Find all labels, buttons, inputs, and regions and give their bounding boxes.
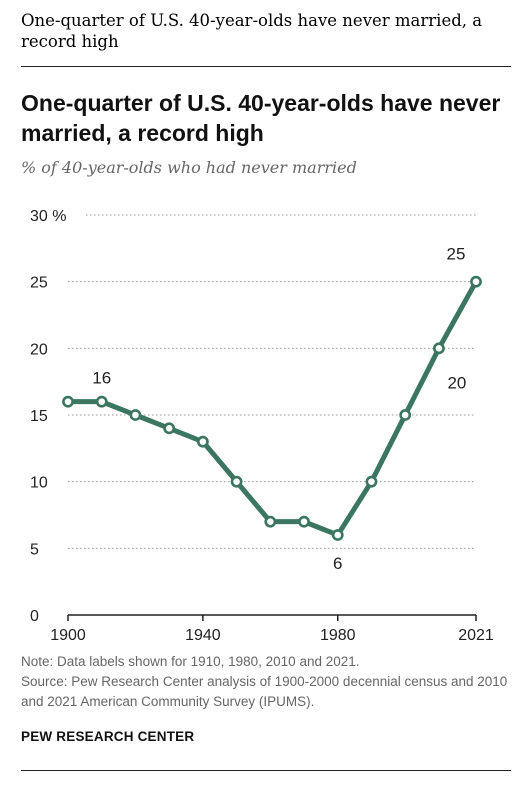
- y-tick-label: 10: [30, 475, 48, 492]
- y-tick-label: 25: [30, 275, 48, 292]
- data-point: [129, 409, 142, 421]
- data-point: [470, 275, 482, 288]
- data-point: [433, 342, 445, 355]
- data-point: [298, 515, 310, 528]
- y-tick-label: 15: [30, 408, 48, 425]
- line-chart: 0 5 10 15 20 25 30 % 1900 1940 1980 2021 16 6 20 25: [30, 208, 494, 644]
- data-point: [331, 529, 344, 541]
- data-point: [264, 515, 277, 528]
- data-point: [399, 409, 412, 421]
- chart-title: One-quarter of U.S. 40-year-olds have ne…: [21, 90, 501, 146]
- chart-note: Note: Data labels shown for 1910, 1980, …: [21, 652, 526, 712]
- data-point: [365, 475, 378, 488]
- bottom-divider: [21, 770, 511, 771]
- data-label: 16: [92, 369, 111, 388]
- x-tick-label: 1940: [185, 627, 221, 644]
- data-point: [95, 395, 108, 408]
- data-label: 6: [333, 554, 342, 573]
- data-point: [62, 395, 74, 408]
- data-label: 25: [447, 245, 466, 264]
- y-tick-label: 20: [30, 341, 48, 358]
- data-label: 20: [447, 373, 466, 392]
- data-point: [230, 475, 243, 488]
- data-point: [196, 435, 209, 448]
- figure-caption: One-quarter of U.S. 40-year-olds have ne…: [21, 11, 483, 51]
- x-tick-label: 1900: [50, 627, 86, 644]
- data-point: [163, 422, 176, 435]
- x-tick-label: 2021: [458, 627, 494, 644]
- series-line: [65, 279, 479, 538]
- brand-logo-text: PEW RESEARCH CENTER: [21, 729, 195, 744]
- source-text: Source: Pew Research Center analysis of …: [21, 674, 508, 709]
- y-tick-label: 5: [30, 541, 39, 558]
- note-text: Note: Data labels shown for 1910, 1980, …: [21, 654, 360, 669]
- y-tick-label: 0: [30, 608, 39, 625]
- chart-subtitle: % of 40-year-olds who had never married: [21, 158, 357, 177]
- x-tick-label: 1980: [320, 627, 356, 644]
- y-tick-label: 30 %: [30, 208, 66, 225]
- top-divider: [21, 66, 511, 67]
